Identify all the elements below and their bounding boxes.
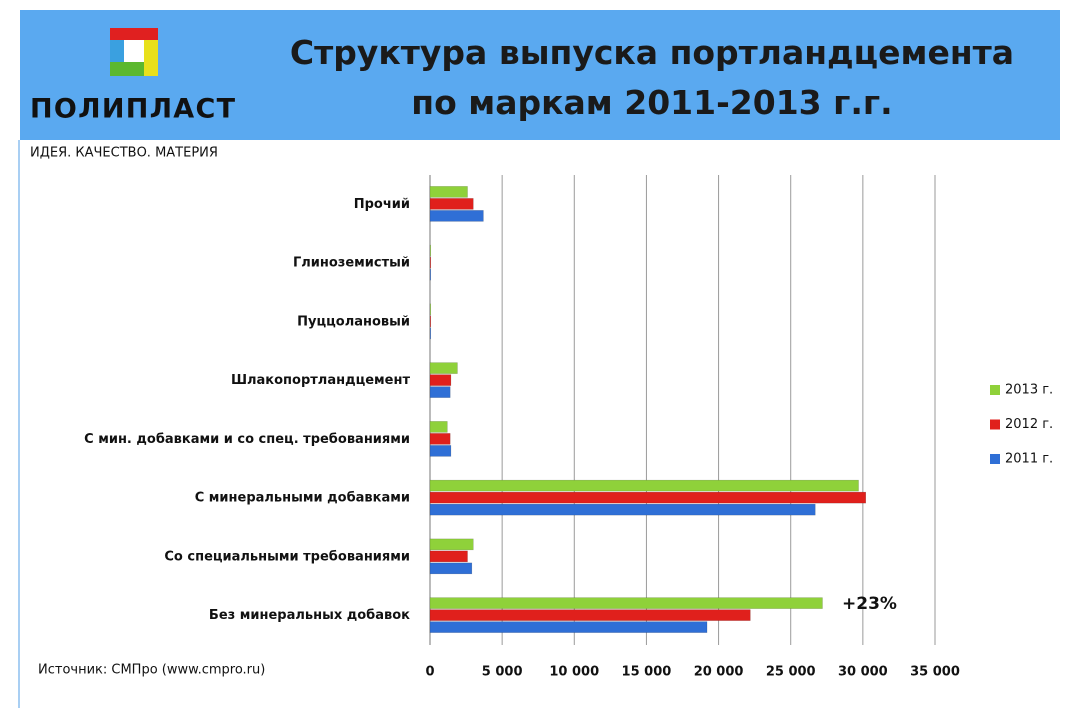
x-tick-label: 20 000: [694, 665, 744, 680]
bar: [429, 327, 431, 340]
y-tick-label: Со специальными требованиями: [164, 549, 410, 564]
legend-label: 2011 г.: [1005, 452, 1053, 467]
bar: [429, 479, 859, 492]
bar: [429, 609, 751, 621]
x-tick-label: 15 000: [622, 665, 672, 680]
x-tick-label: 5 000: [482, 665, 523, 680]
tagline: ИДЕЯ. КАЧЕСТВО. МАТЕРИЯ: [30, 146, 218, 161]
bar: [429, 315, 431, 328]
bar: [429, 186, 468, 198]
bar: [429, 268, 431, 281]
chart-title: Структура выпуска портландцемента по мар…: [289, 33, 1015, 122]
bar: [429, 386, 451, 398]
bar: [429, 210, 484, 222]
bar: [429, 621, 708, 633]
header-band: [20, 10, 1060, 140]
legend-label: 2013 г.: [1005, 383, 1053, 398]
bar: [429, 491, 866, 504]
x-tick-label: 10 000: [549, 665, 599, 680]
legend-label: 2012 г.: [1005, 417, 1053, 432]
bar: [429, 445, 452, 457]
bar: [429, 244, 431, 257]
y-tick-label: Прочий: [354, 197, 410, 212]
bar: [429, 550, 468, 563]
x-tick-label: 0: [425, 665, 434, 680]
y-tick-label: Пуццолановый: [297, 314, 410, 329]
legend-swatch: [990, 454, 1000, 464]
bar: [429, 198, 474, 210]
annotation: +23%: [842, 594, 897, 614]
bar: [429, 374, 452, 386]
bar: [429, 562, 473, 575]
x-tick-label: 25 000: [766, 665, 816, 680]
y-tick-label: Без минеральных добавок: [209, 608, 410, 623]
x-tick-label: 35 000: [910, 665, 960, 680]
logo-mark: [110, 28, 158, 76]
bar: [429, 421, 448, 433]
bar: [429, 503, 816, 516]
bar: [429, 597, 823, 609]
y-tick-label: С мин. добавками и со спец. требованиями: [84, 432, 410, 447]
bar: [429, 538, 474, 551]
source: Источник: СМПро (www.cmpro.ru): [38, 663, 265, 678]
y-tick-label: С минеральными добавками: [195, 491, 410, 506]
y-tick-label: Шлакопортландцемент: [231, 373, 411, 388]
legend-swatch: [990, 385, 1000, 395]
legend-swatch: [990, 419, 1000, 430]
x-tick-label: 30 000: [838, 665, 888, 680]
bar: [429, 256, 431, 269]
bar: [429, 433, 451, 445]
logo-text: ПОЛИПЛАСТ: [30, 94, 236, 125]
y-tick-label: Глиноземистый: [293, 256, 410, 271]
bar: [429, 362, 458, 374]
left-border: [18, 140, 20, 708]
bar: [429, 303, 431, 316]
